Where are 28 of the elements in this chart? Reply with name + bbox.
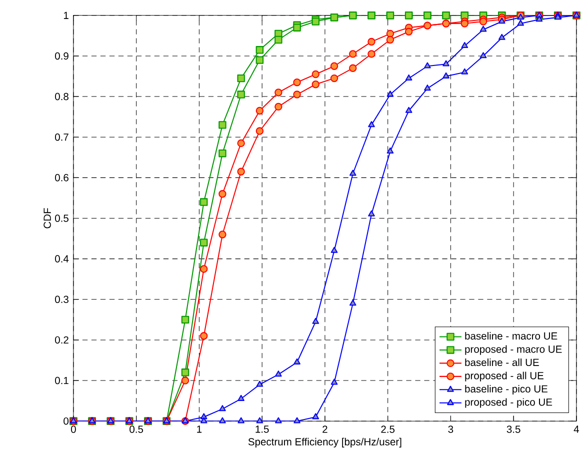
y-tick-label: 0.3 (55, 296, 68, 303)
x-tick-label: 0 (70, 426, 76, 433)
x-axis-title: Spectrum Efficiency [bps/Hz/user] (248, 438, 402, 448)
y-tick-label: 0.8 (55, 92, 68, 100)
y-tick-label: 0 (64, 417, 69, 425)
y-tick-label: 0.5 (55, 214, 68, 222)
x-tick-label: 4 (574, 426, 580, 433)
x-tick-label: 2.5 (381, 426, 395, 433)
y-tick-label: 0.4 (55, 255, 69, 262)
x-tick-label: 1 (197, 426, 202, 433)
x-tick-label: 0.5 (130, 426, 144, 433)
y-tick-label: 0.6 (55, 174, 68, 182)
y-tick-label: 1 (64, 12, 68, 19)
x-tick-label: 1.5 (256, 426, 269, 433)
legend-label: proposed - all UE (465, 372, 544, 382)
x-tick-label: 3.5 (506, 426, 520, 433)
legend-label: baseline - pico UE (465, 384, 548, 394)
y-tick-label: 0.9 (55, 52, 68, 60)
legend-label: baseline - all UE (465, 358, 539, 366)
y-tick-label: 0.2 (55, 336, 68, 344)
y-tick-label: 0.7 (55, 133, 68, 141)
legend-label: baseline - macro UE (465, 332, 558, 340)
y-axis-title: CDF (44, 208, 51, 228)
x-tick-label: 3 (448, 426, 454, 433)
legend-label: proposed - pico UE (465, 398, 552, 408)
legend-label: proposed - macro UE (465, 345, 562, 355)
y-tick-label: 0.1 (55, 376, 68, 384)
x-tick-label: 2 (322, 426, 328, 433)
